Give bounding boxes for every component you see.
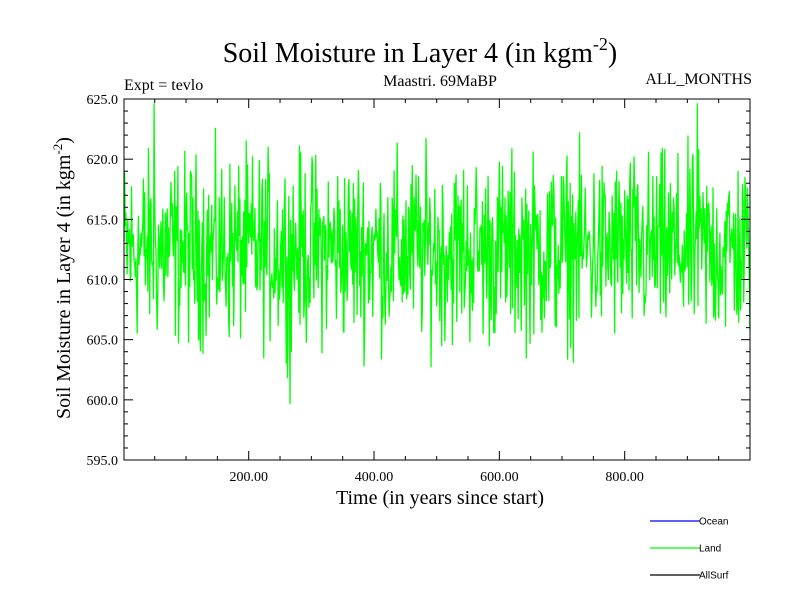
series-line-land (123, 103, 751, 405)
x-axis-label: Time (in years since start) (336, 487, 544, 509)
subtitle-right: ALL_MONTHS (645, 71, 752, 88)
y-tick-label: 615.0 (87, 213, 119, 228)
legend-label-allsurf: AllSurf (699, 571, 729, 582)
y-axis-label-text: Soil Moisture in Layer 4 (in kgm (53, 154, 75, 419)
y-tick-label: 620.0 (87, 153, 119, 168)
y-axis-label-sup: -2 (50, 144, 65, 155)
y-axis-label-close: ) (53, 137, 75, 144)
y-tick-label: 610.0 (87, 274, 119, 289)
x-tick-label: 800.00 (605, 470, 644, 485)
y-tick-label: 595.0 (87, 454, 119, 469)
y-axis-label: Soil Moisture in Layer 4 (in kgm-2) (50, 137, 75, 419)
x-axis: 200.00 400.00 600.00 800.00 (154, 99, 720, 485)
legend: Ocean Land AllSurf (650, 517, 729, 582)
legend-label-land: Land (699, 544, 721, 555)
subtitle-center: Maastri. 69MaBP (383, 73, 497, 90)
x-tick-label: 600.00 (480, 470, 519, 485)
y-axis: 595.0 600.0 605.0 610.0 615.0 620.0 625.0 (87, 93, 750, 469)
chart-title-text: Soil Moisture in Layer 4 (in kgm (223, 38, 593, 69)
y-tick-label: 605.0 (87, 334, 119, 349)
legend-label-ocean: Ocean (699, 517, 728, 528)
chart-title: Soil Moisture in Layer 4 (in kgm-2) (223, 34, 618, 69)
x-tick-label: 400.00 (355, 470, 394, 485)
y-tick-label: 625.0 (87, 93, 119, 108)
subtitle-left: Expt = tevlo (124, 77, 203, 94)
y-tick-label: 600.0 (87, 394, 119, 409)
x-tick-label: 200.00 (229, 470, 268, 485)
chart-title-sup: -2 (593, 34, 608, 54)
chart-title-close: ) (608, 38, 617, 69)
series-layer (123, 103, 751, 405)
